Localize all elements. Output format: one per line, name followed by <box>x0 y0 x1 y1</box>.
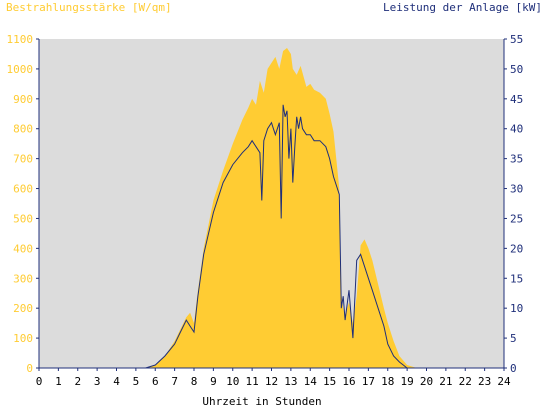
left-tick-label: 1100 <box>7 33 34 46</box>
right-tick-label: 5 <box>510 332 517 345</box>
x-tick-label: 21 <box>439 375 452 388</box>
right-tick-label: 40 <box>510 123 523 136</box>
right-axis-title: Leistung der Anlage [kW] <box>383 1 542 14</box>
left-tick-label: 1000 <box>7 63 34 76</box>
irradiance-area-layer <box>39 48 504 368</box>
left-axis-title: Bestrahlungsstärke [W/qm] <box>6 1 172 14</box>
left-tick-label: 0 <box>26 362 33 375</box>
right-tick-label: 30 <box>510 183 523 196</box>
right-tick-label: 25 <box>510 212 523 225</box>
left-tick-labels: 0 100 200 300 400 500 600 700 800 900 1000 1100 <box>7 33 34 375</box>
right-tick-label: 35 <box>510 153 523 166</box>
x-tick-label: 10 <box>226 375 239 388</box>
x-tick-label: 23 <box>478 375 491 388</box>
x-tick-label: 11 <box>246 375 259 388</box>
right-tick-label: 50 <box>510 63 523 76</box>
x-tick-label: 15 <box>323 375 336 388</box>
left-tick-label: 900 <box>13 93 33 106</box>
power-line-layer <box>39 104 504 369</box>
x-tick-label: 18 <box>381 375 394 388</box>
left-tick-label: 500 <box>13 212 33 225</box>
right-tick-label: 20 <box>510 242 523 255</box>
x-tick-label: 1 <box>55 375 62 388</box>
left-tick-label: 700 <box>13 153 33 166</box>
x-tick-label: 19 <box>401 375 414 388</box>
right-tick-label: 0 <box>510 362 517 375</box>
x-tick-label: 5 <box>133 375 140 388</box>
x-tick-label: 8 <box>191 375 198 388</box>
x-tick-label: 7 <box>171 375 178 388</box>
left-tick-label: 300 <box>13 272 33 285</box>
right-tick-labels: 0 5 10 15 20 25 30 35 40 45 50 55 <box>510 33 523 375</box>
right-tick-label: 15 <box>510 272 523 285</box>
x-tick-label: 3 <box>94 375 101 388</box>
x-tick-label: 6 <box>152 375 159 388</box>
x-tick-label: 24 <box>497 375 511 388</box>
x-tick-label: 2 <box>74 375 81 388</box>
x-tick-label: 4 <box>113 375 120 388</box>
x-tick-labels: 0 1 2 3 4 5 6 7 8 9 10 11 12 13 14 15 16 17 18 19 20 21 22 23 24 <box>36 375 511 388</box>
right-tick-label: 55 <box>510 33 523 46</box>
x-tick-label: 0 <box>36 375 43 388</box>
x-tick-label: 17 <box>362 375 375 388</box>
left-tick-label: 600 <box>13 183 33 196</box>
x-tick-label: 16 <box>342 375 355 388</box>
right-tick-label: 10 <box>510 302 523 315</box>
x-tick-label: 9 <box>210 375 217 388</box>
left-tick-label: 400 <box>13 242 33 255</box>
left-tick-label: 200 <box>13 302 33 315</box>
x-tick-label: 12 <box>265 375 278 388</box>
right-tick-label: 45 <box>510 93 523 106</box>
left-tick-label: 100 <box>13 332 33 345</box>
power-line <box>39 104 504 369</box>
x-tick-label: 20 <box>420 375 433 388</box>
x-tick-label: 22 <box>459 375 472 388</box>
left-tick-label: 800 <box>13 123 33 136</box>
axes <box>36 38 507 371</box>
x-axis-label: Uhrzeit in Stunden <box>202 395 321 408</box>
x-tick-label: 13 <box>284 375 297 388</box>
irradiance-area <box>39 48 504 368</box>
x-tick-label: 14 <box>304 375 318 388</box>
